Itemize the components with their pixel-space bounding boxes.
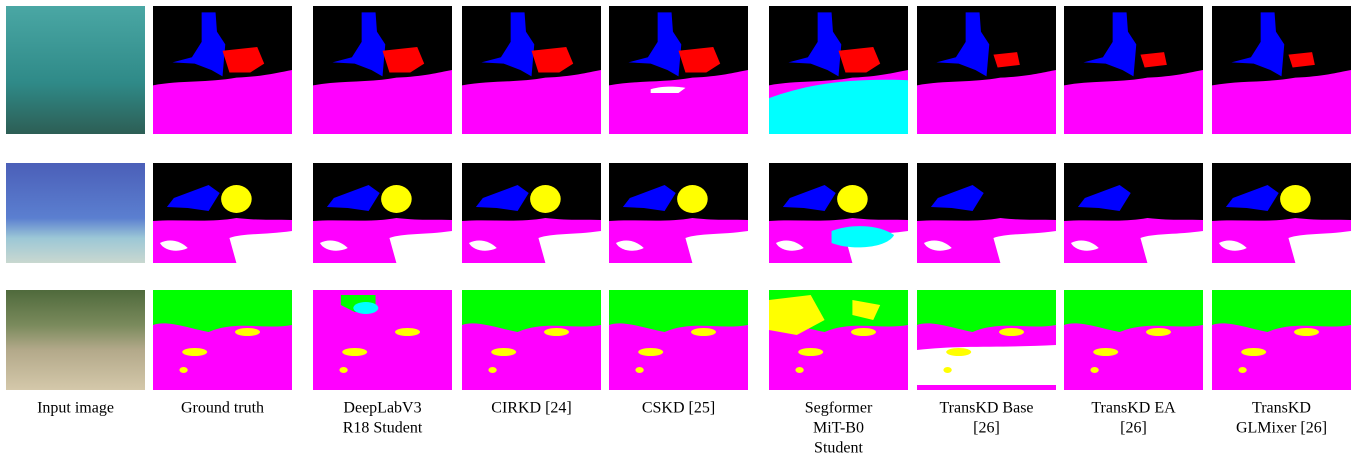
segmentation-map	[769, 163, 908, 263]
segmentation-map	[462, 290, 601, 390]
segmentation-map	[313, 163, 452, 263]
segmentation-map	[917, 163, 1056, 263]
mask-region	[851, 328, 876, 336]
segmentation-map	[1064, 163, 1203, 263]
mask-region	[235, 328, 260, 336]
mask-region	[917, 345, 1056, 385]
segmentation-map	[1064, 6, 1203, 134]
mask-region	[1280, 185, 1311, 213]
mask-region	[530, 185, 561, 213]
input-image	[6, 290, 145, 390]
mask-region	[353, 302, 378, 314]
segmentation-map	[462, 163, 601, 263]
input-image	[6, 6, 145, 134]
segmentation-map	[609, 163, 748, 263]
segmentation-map	[1212, 163, 1351, 263]
segmentation-map	[313, 290, 452, 390]
input-image	[6, 163, 145, 263]
mask-region	[946, 348, 971, 356]
mask-region	[677, 185, 708, 213]
mask-region	[993, 52, 1019, 67]
caption: Ground truth	[181, 400, 264, 417]
mask-region	[182, 348, 207, 356]
mask-region	[943, 367, 951, 373]
segmentation-map	[462, 6, 601, 134]
segmentation-map	[609, 6, 748, 134]
mask-region	[999, 328, 1024, 336]
photo	[6, 163, 145, 263]
figure: Input image Ground truth DeepLabV3 R18 Stud…	[0, 0, 1351, 470]
segmentation-map	[1212, 290, 1351, 390]
mask-region	[395, 328, 420, 336]
mask-region	[1093, 348, 1118, 356]
segmentation-map	[153, 6, 292, 134]
caption: Input image	[37, 400, 114, 417]
caption: CIRKD [24]	[491, 400, 571, 417]
mask-region	[1288, 52, 1314, 67]
mask-region	[179, 367, 187, 373]
mask-region	[837, 185, 868, 213]
mask-region	[221, 185, 252, 213]
segmentation-map	[313, 6, 452, 134]
mask-region	[544, 328, 569, 336]
mask-region	[685, 231, 748, 263]
mask-region	[1294, 328, 1319, 336]
mask-region	[1140, 231, 1203, 263]
mask-region	[381, 185, 412, 213]
mask-region	[342, 348, 367, 356]
mask-region	[691, 328, 716, 336]
caption: TransKD	[1252, 400, 1311, 417]
segmentation-map	[769, 290, 908, 390]
mask-region	[1140, 52, 1166, 67]
photo	[6, 290, 145, 390]
segmentation-map	[917, 290, 1056, 390]
caption: TransKD Base	[939, 400, 1033, 417]
mask-region	[1238, 367, 1246, 373]
mask-region	[1146, 328, 1171, 336]
mask-bg	[313, 290, 452, 390]
mask-region	[538, 231, 601, 263]
mask-region	[488, 367, 496, 373]
caption: DeepLabV3	[343, 400, 421, 417]
mask-region	[993, 231, 1056, 263]
mask-region	[491, 348, 516, 356]
mask-region	[229, 231, 292, 263]
mask-region	[635, 367, 643, 373]
segmentation-map	[917, 6, 1056, 134]
mask-region	[1288, 231, 1351, 263]
segmentation-map	[769, 6, 908, 134]
mask-region	[798, 348, 823, 356]
segmentation-map	[153, 163, 292, 263]
mask-region	[795, 367, 803, 373]
caption: Segformer	[805, 400, 873, 417]
segmentation-map	[153, 290, 292, 390]
mask-region	[1090, 367, 1098, 373]
caption: R18 Student	[343, 420, 423, 437]
caption: Student	[814, 440, 863, 457]
segmentation-map	[1212, 6, 1351, 134]
mask-region	[1241, 348, 1266, 356]
mask-region	[339, 367, 347, 373]
caption: GLMixer [26]	[1236, 420, 1327, 437]
caption: [26]	[1120, 420, 1147, 437]
caption: CSKD [25]	[642, 400, 715, 417]
segmentation-map	[1064, 290, 1203, 390]
caption: [26]	[973, 420, 1000, 437]
caption: TransKD EA	[1091, 400, 1176, 417]
mask-region	[638, 348, 663, 356]
caption: MiT-B0	[813, 420, 864, 437]
segmentation-map	[609, 290, 748, 390]
mask-region	[389, 231, 452, 263]
photo	[6, 6, 145, 134]
